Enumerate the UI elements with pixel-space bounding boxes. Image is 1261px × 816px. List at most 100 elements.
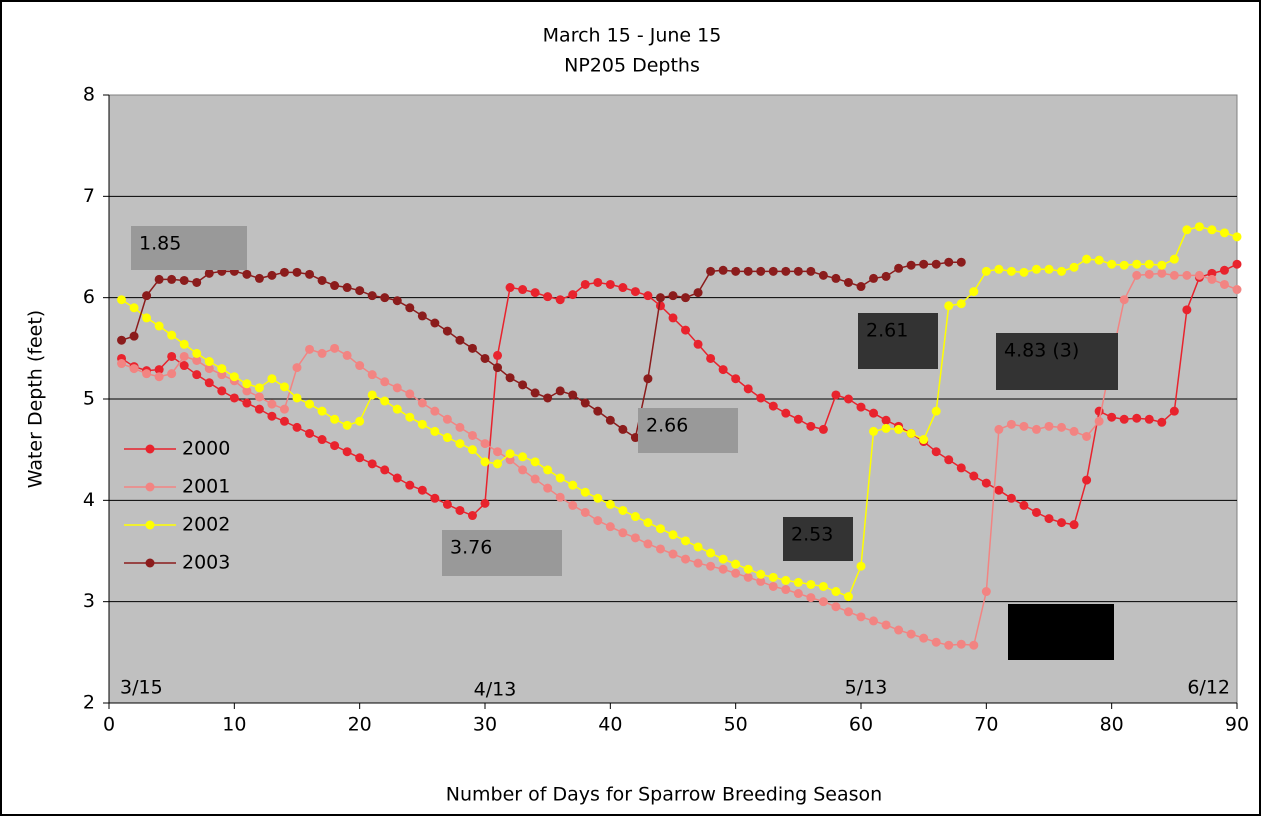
data-point <box>117 335 127 345</box>
data-point <box>693 542 703 552</box>
annotation-box <box>638 408 738 453</box>
data-point <box>555 386 565 396</box>
data-point <box>1169 406 1179 416</box>
data-point <box>706 266 716 276</box>
data-point <box>154 274 164 284</box>
data-point <box>455 439 465 449</box>
data-point <box>781 266 791 276</box>
annotation: 3.76 <box>450 537 492 559</box>
data-point <box>1057 422 1067 432</box>
data-point <box>518 452 528 462</box>
data-point <box>367 370 377 380</box>
data-point <box>342 350 352 360</box>
data-point <box>355 453 365 463</box>
data-point <box>593 277 603 287</box>
data-point <box>919 633 929 643</box>
data-point <box>1094 255 1104 265</box>
data-point <box>681 554 691 564</box>
data-point <box>1144 269 1154 279</box>
data-point <box>317 435 327 445</box>
data-point <box>430 493 440 503</box>
data-point <box>969 287 979 297</box>
data-point <box>405 389 415 399</box>
data-point <box>493 350 503 360</box>
data-point <box>405 480 415 490</box>
data-point <box>417 311 427 321</box>
data-point <box>655 293 665 303</box>
data-point <box>731 374 741 384</box>
data-point <box>430 426 440 436</box>
data-point <box>1157 260 1167 270</box>
data-point <box>781 408 791 418</box>
data-point <box>568 480 578 490</box>
data-point <box>279 267 289 277</box>
chart-title: March 15 - June 15 <box>543 25 722 47</box>
data-point <box>179 351 189 361</box>
data-point <box>1019 421 1029 431</box>
data-point <box>1232 259 1242 269</box>
data-point <box>555 473 565 483</box>
data-point <box>718 265 728 275</box>
data-point <box>580 487 590 497</box>
data-point <box>781 585 791 595</box>
data-point <box>392 296 402 306</box>
date-label: 6/12 <box>1187 677 1230 699</box>
data-point <box>831 273 841 283</box>
date-label: 4/13 <box>474 679 517 701</box>
data-point <box>630 287 640 297</box>
data-point <box>718 564 728 574</box>
data-point <box>906 260 916 270</box>
data-point <box>806 593 816 603</box>
x-tick-label: 20 <box>348 714 372 736</box>
y-tick-label: 8 <box>83 84 95 106</box>
data-point <box>305 399 315 409</box>
data-point <box>793 577 803 587</box>
data-point <box>1006 266 1016 276</box>
data-point <box>906 428 916 438</box>
x-tick-label: 30 <box>473 714 497 736</box>
data-point <box>994 485 1004 495</box>
data-point <box>380 465 390 475</box>
data-point <box>330 441 340 451</box>
data-point <box>1031 424 1041 434</box>
data-point <box>693 558 703 568</box>
data-point <box>793 266 803 276</box>
data-point <box>731 568 741 578</box>
data-point <box>981 266 991 276</box>
data-point <box>1169 254 1179 264</box>
data-point <box>1132 413 1142 423</box>
data-point <box>818 597 828 607</box>
data-point <box>743 572 753 582</box>
data-point <box>342 420 352 430</box>
y-tick-label: 3 <box>83 590 95 612</box>
data-point <box>305 269 315 279</box>
data-point <box>543 292 553 302</box>
data-point <box>154 365 164 375</box>
data-point <box>242 386 252 396</box>
data-point <box>442 433 452 443</box>
data-point <box>493 447 503 457</box>
data-point <box>630 512 640 522</box>
data-point <box>505 449 515 459</box>
data-point <box>480 353 490 363</box>
data-point <box>1107 259 1117 269</box>
data-point <box>142 291 152 301</box>
annotation: 1.85 <box>139 233 181 255</box>
data-point <box>543 465 553 475</box>
annotation: 4.83 (3) <box>1004 340 1079 362</box>
data-point <box>931 406 941 416</box>
data-point <box>179 275 189 285</box>
data-point <box>305 428 315 438</box>
data-point <box>818 424 828 434</box>
data-point <box>292 422 302 432</box>
data-point <box>242 269 252 279</box>
data-point <box>881 415 891 425</box>
series-layer <box>117 222 1242 650</box>
data-point <box>593 406 603 416</box>
data-point <box>1219 228 1229 238</box>
data-point <box>555 492 565 502</box>
data-point <box>643 374 653 384</box>
data-point <box>643 518 653 528</box>
data-point <box>242 398 252 408</box>
data-point <box>919 259 929 269</box>
